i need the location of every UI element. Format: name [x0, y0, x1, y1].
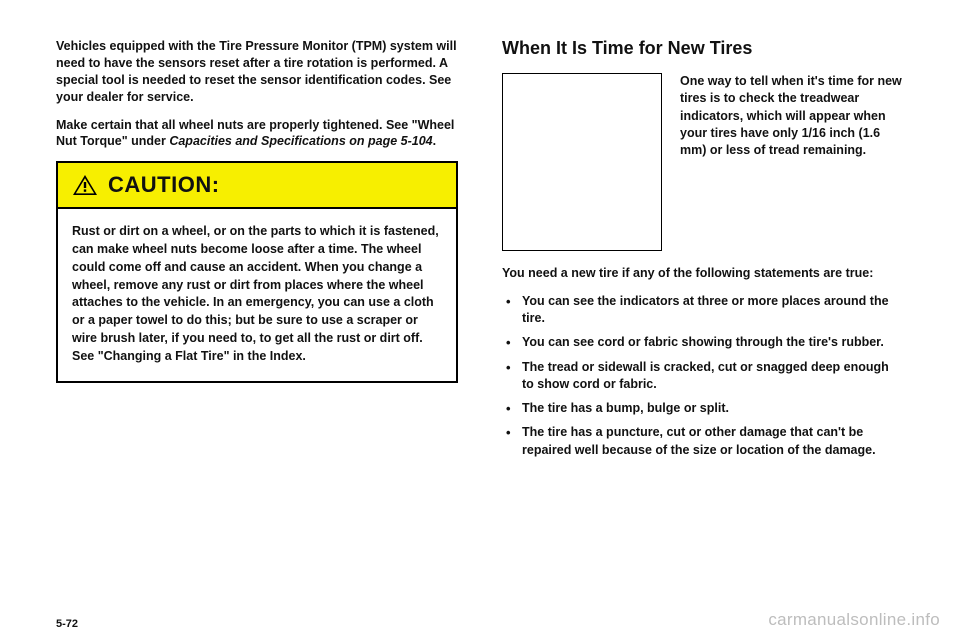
caution-body: Rust or dirt on a wheel, or on the parts… [58, 209, 456, 381]
bullet-list: You can see the indicators at three or m… [506, 293, 904, 459]
wheel-nuts-text-c: . [433, 134, 436, 148]
page: Vehicles equipped with the Tire Pressure… [0, 0, 960, 640]
bullets-lead: You need a new tire if any of the follow… [502, 265, 904, 282]
two-column-layout: Vehicles equipped with the Tire Pressure… [56, 38, 904, 466]
list-item: The tire has a puncture, cut or other da… [506, 424, 904, 459]
left-column: Vehicles equipped with the Tire Pressure… [56, 38, 458, 466]
tpm-paragraph: Vehicles equipped with the Tire Pressure… [56, 38, 458, 106]
watermark: carmanualsonline.info [768, 610, 940, 630]
list-item: You can see cord or fabric showing throu… [506, 334, 904, 351]
figure-caption: One way to tell when it's time for new t… [680, 73, 904, 251]
caution-header: CAUTION: [58, 163, 456, 209]
list-item: The tire has a bump, bulge or split. [506, 400, 904, 417]
list-item: You can see the indicators at three or m… [506, 293, 904, 328]
caution-box: CAUTION: Rust or dirt on a wheel, or on … [56, 161, 458, 383]
figure-row: One way to tell when it's time for new t… [502, 73, 904, 251]
list-item: The tread or sidewall is cracked, cut or… [506, 359, 904, 394]
right-column: When It Is Time for New Tires One way to… [502, 38, 904, 466]
figure-placeholder [502, 73, 662, 251]
page-footer: 5-72 carmanualsonline.info [56, 610, 940, 630]
wheel-nuts-paragraph: Make certain that all wheel nuts are pro… [56, 117, 458, 151]
section-title: When It Is Time for New Tires [502, 38, 904, 59]
warning-triangle-icon [72, 174, 98, 196]
caution-title: CAUTION: [108, 172, 220, 198]
page-number: 5-72 [56, 618, 78, 630]
wheel-nuts-ref: Capacities and Specifications on page 5-… [169, 134, 432, 148]
